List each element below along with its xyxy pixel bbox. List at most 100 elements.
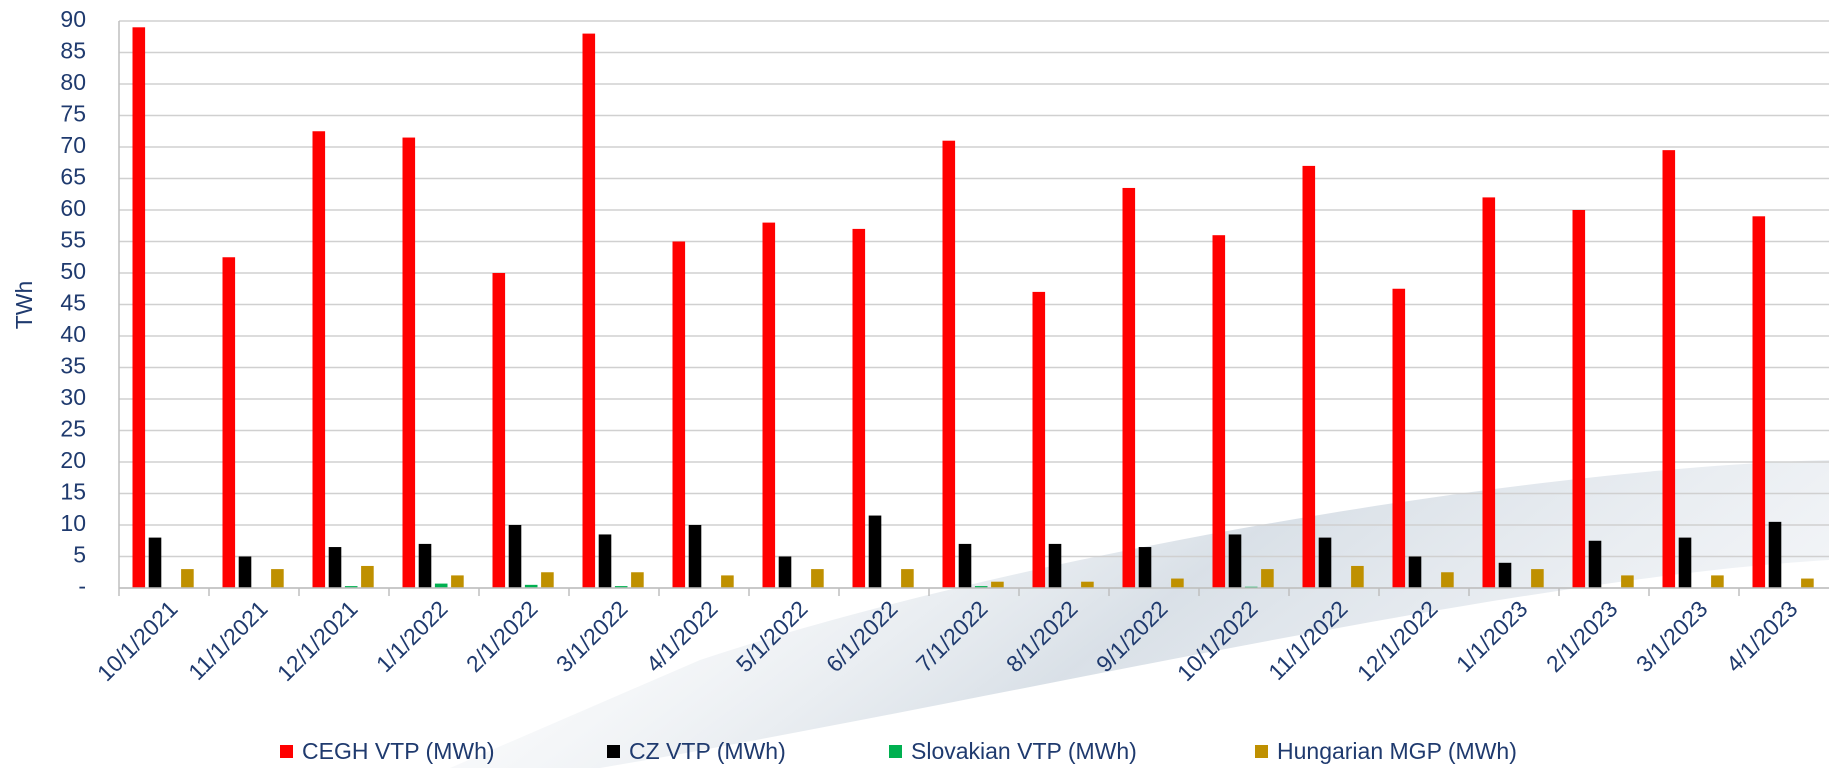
bar xyxy=(1752,216,1766,589)
x-tick-label: 12/1/2021 xyxy=(272,595,363,686)
y-tick-label: 30 xyxy=(60,384,86,410)
bar xyxy=(1212,235,1226,588)
bar xyxy=(1588,540,1602,588)
y-tick-label: 80 xyxy=(60,69,86,95)
bar xyxy=(1801,578,1814,588)
bar xyxy=(1662,150,1676,588)
bar xyxy=(1768,521,1782,588)
y-tick-label: 60 xyxy=(60,195,86,221)
bar xyxy=(541,572,554,588)
bar xyxy=(328,547,342,588)
bar xyxy=(614,586,628,588)
x-tick-label: 11/1/2021 xyxy=(183,595,273,685)
bar xyxy=(958,543,972,588)
bar xyxy=(344,586,358,588)
x-tick-label: 3/1/2023 xyxy=(1631,595,1713,677)
bar xyxy=(672,241,686,588)
y-tick-label: 70 xyxy=(60,132,86,158)
x-tick-label: 2/1/2023 xyxy=(1541,595,1623,677)
bar xyxy=(991,581,1004,588)
y-tick-label: 85 xyxy=(60,38,86,64)
bar xyxy=(1408,556,1422,588)
legend-swatch xyxy=(280,745,293,758)
bar xyxy=(1048,543,1062,588)
y-tick-label: 5 xyxy=(73,542,86,568)
bar xyxy=(402,137,416,589)
bar xyxy=(811,569,824,588)
bar xyxy=(901,569,914,588)
bar xyxy=(1678,537,1692,588)
bar xyxy=(942,140,956,588)
bar xyxy=(1482,197,1496,588)
x-tick-label: 10/1/2021 xyxy=(92,595,183,686)
bar xyxy=(721,575,734,588)
bar xyxy=(778,556,792,588)
x-tick-label: 2/1/2022 xyxy=(461,595,543,677)
y-tick-label: 45 xyxy=(60,290,86,316)
bar xyxy=(1228,534,1242,588)
bar xyxy=(361,565,374,588)
y-tick-label: 35 xyxy=(60,353,86,379)
bar xyxy=(1318,537,1332,588)
legend-label: Slovakian VTP (MWh) xyxy=(911,738,1137,764)
legend-swatch xyxy=(607,745,620,758)
y-tick-label: 40 xyxy=(60,321,86,347)
bar xyxy=(148,537,162,588)
bar xyxy=(451,575,464,588)
bar xyxy=(492,273,506,588)
x-tick-label: 1/1/2022 xyxy=(371,595,453,677)
bar xyxy=(1572,210,1586,588)
bar xyxy=(1261,569,1274,588)
y-tick-label: 75 xyxy=(60,101,86,127)
bar xyxy=(1711,575,1724,588)
bar xyxy=(271,569,284,588)
y-tick-label: 25 xyxy=(60,416,86,442)
y-tick-label: 20 xyxy=(60,447,86,473)
bar xyxy=(1392,288,1406,588)
legend-label: CEGH VTP (MWh) xyxy=(302,738,495,764)
bar xyxy=(222,257,236,588)
bar xyxy=(1531,569,1544,588)
y-tick-label: 50 xyxy=(60,258,86,284)
legend-label: Hungarian MGP (MWh) xyxy=(1277,738,1517,764)
y-tick-label: 90 xyxy=(60,6,86,32)
bar xyxy=(688,525,702,588)
y-tick-label: - xyxy=(78,573,86,599)
y-axis-label: TWh xyxy=(11,281,37,330)
bar xyxy=(524,584,538,588)
bar xyxy=(181,569,194,588)
bar xyxy=(1351,565,1364,588)
bar xyxy=(974,586,988,588)
x-tick-label: 4/1/2023 xyxy=(1721,595,1803,677)
x-tick-label: 1/1/2023 xyxy=(1451,595,1533,677)
bar xyxy=(1081,581,1094,588)
bar xyxy=(1138,547,1152,588)
bar xyxy=(238,556,252,588)
y-tick-label: 15 xyxy=(60,479,86,505)
bar xyxy=(434,583,448,588)
bar xyxy=(1621,575,1634,588)
bar xyxy=(1171,578,1184,588)
bar xyxy=(508,525,522,588)
x-tick-label: 3/1/2022 xyxy=(551,595,633,677)
bar xyxy=(868,515,882,588)
bar xyxy=(852,228,866,588)
bar xyxy=(631,572,644,588)
bar xyxy=(1122,187,1136,588)
bar xyxy=(1498,562,1512,588)
bar xyxy=(312,131,326,588)
legend-swatch xyxy=(1255,745,1268,758)
bar xyxy=(1441,572,1454,588)
legend-label: CZ VTP (MWh) xyxy=(629,738,786,764)
bar xyxy=(598,534,612,588)
y-tick-label: 10 xyxy=(60,510,86,536)
bar xyxy=(418,543,432,588)
y-tick-label: 65 xyxy=(60,164,86,190)
bar xyxy=(132,27,146,589)
y-tick-label: 55 xyxy=(60,227,86,253)
bar xyxy=(1302,165,1316,588)
bar xyxy=(762,222,776,588)
bar xyxy=(1032,291,1046,588)
